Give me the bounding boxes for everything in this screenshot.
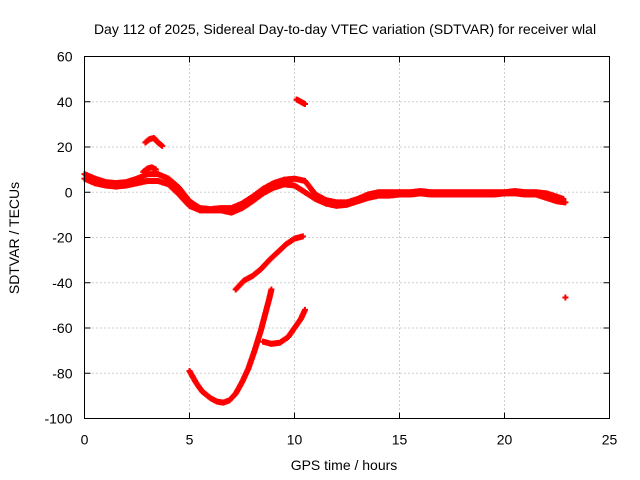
y-tick-label: -60 (52, 320, 72, 336)
data-point (302, 101, 308, 108)
chart-title: Day 112 of 2025, Sidereal Day-to-day VTE… (94, 21, 596, 37)
data-point (299, 233, 306, 240)
data-point (302, 306, 308, 313)
data-point (562, 294, 569, 301)
y-tick-label: -40 (52, 275, 72, 291)
y-axis-label: SDTVAR / TECUs (6, 182, 22, 294)
grid (84, 56, 610, 419)
data-point (562, 199, 569, 206)
data-point (152, 166, 159, 173)
y-tick-label: 60 (57, 49, 73, 65)
x-tick-label: 20 (497, 432, 513, 448)
data-points (81, 96, 569, 406)
y-tick-label: 40 (57, 94, 73, 110)
y-tick-label: 20 (57, 139, 73, 155)
y-tick-label: -80 (52, 365, 72, 381)
y-tick-label: -100 (44, 411, 72, 427)
x-tick-label: 0 (81, 432, 89, 448)
y-tick-label: -20 (52, 230, 72, 246)
x-tick-label: 25 (602, 432, 618, 448)
axis-ticks: 0 5 10 15 20 25 -100 -80 -60 -40 -20 0 20 40 60 (44, 49, 617, 448)
data-point (268, 286, 275, 293)
x-tick-label: 10 (287, 432, 303, 448)
plot-frame (84, 56, 610, 419)
x-tick-label: 5 (186, 432, 194, 448)
y-tick-label: 0 (65, 184, 73, 200)
x-axis-label: GPS time / hours (291, 457, 398, 473)
x-tick-label: 15 (392, 432, 408, 448)
data-point (159, 142, 166, 149)
